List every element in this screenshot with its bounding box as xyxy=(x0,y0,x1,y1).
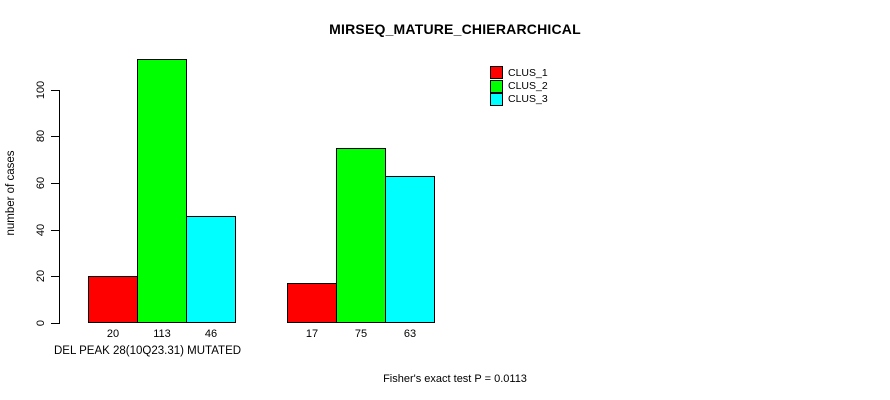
bar-CLUS_3-group2 xyxy=(385,175,435,323)
bar-CLUS_2-group2 xyxy=(336,147,386,323)
y-tick-label: 0 xyxy=(35,319,47,327)
bar-value-label: 20 xyxy=(106,328,120,340)
x-axis-label: DEL PEAK 28(10Q23.31) MUTATED xyxy=(54,345,242,357)
bar-value-label: 63 xyxy=(403,328,417,340)
legend-item-CLUS_3: CLUS_3 xyxy=(490,92,548,106)
legend-swatch-CLUS_3 xyxy=(490,92,503,106)
y-axis-label: number of cases xyxy=(5,150,17,236)
y-axis-tick xyxy=(51,323,59,324)
y-axis-tick xyxy=(51,183,59,184)
legend-label: CLUS_2 xyxy=(508,80,548,93)
legend-swatch-CLUS_1 xyxy=(490,66,503,80)
chart-title: MIRSEQ_MATURE_CHIERARCHICAL xyxy=(329,21,581,37)
y-axis-tick xyxy=(51,90,59,91)
pvalue-annotation: Fisher's exact test P = 0.0113 xyxy=(383,373,527,385)
bar-value-label: 75 xyxy=(354,328,368,340)
y-tick-label: 40 xyxy=(35,223,47,236)
bar-CLUS_2-group1 xyxy=(137,59,187,323)
legend-swatch-CLUS_2 xyxy=(490,79,503,93)
bar-CLUS_1-group1 xyxy=(88,276,138,323)
bar-value-label: 46 xyxy=(204,328,218,340)
bar-CLUS_3-group1 xyxy=(186,215,236,323)
legend-item-CLUS_2: CLUS_2 xyxy=(490,79,548,93)
y-axis-line xyxy=(59,89,60,324)
legend-item-CLUS_1: CLUS_1 xyxy=(490,66,548,80)
legend-label: CLUS_3 xyxy=(508,93,548,106)
y-tick-label: 60 xyxy=(35,176,47,190)
bar-CLUS_1-group2 xyxy=(287,283,337,323)
y-tick-label: 100 xyxy=(35,80,47,99)
legend: CLUS_1 CLUS_2 CLUS_3 xyxy=(490,66,548,106)
legend-label: CLUS_1 xyxy=(508,66,548,79)
bar-value-label: 17 xyxy=(305,328,319,340)
y-tick-label: 80 xyxy=(35,130,47,143)
y-axis-tick xyxy=(51,230,59,231)
y-tick-label: 20 xyxy=(35,270,47,283)
bar-value-label: 113 xyxy=(153,328,171,340)
y-axis-tick xyxy=(51,276,59,277)
y-axis-tick xyxy=(51,136,59,137)
